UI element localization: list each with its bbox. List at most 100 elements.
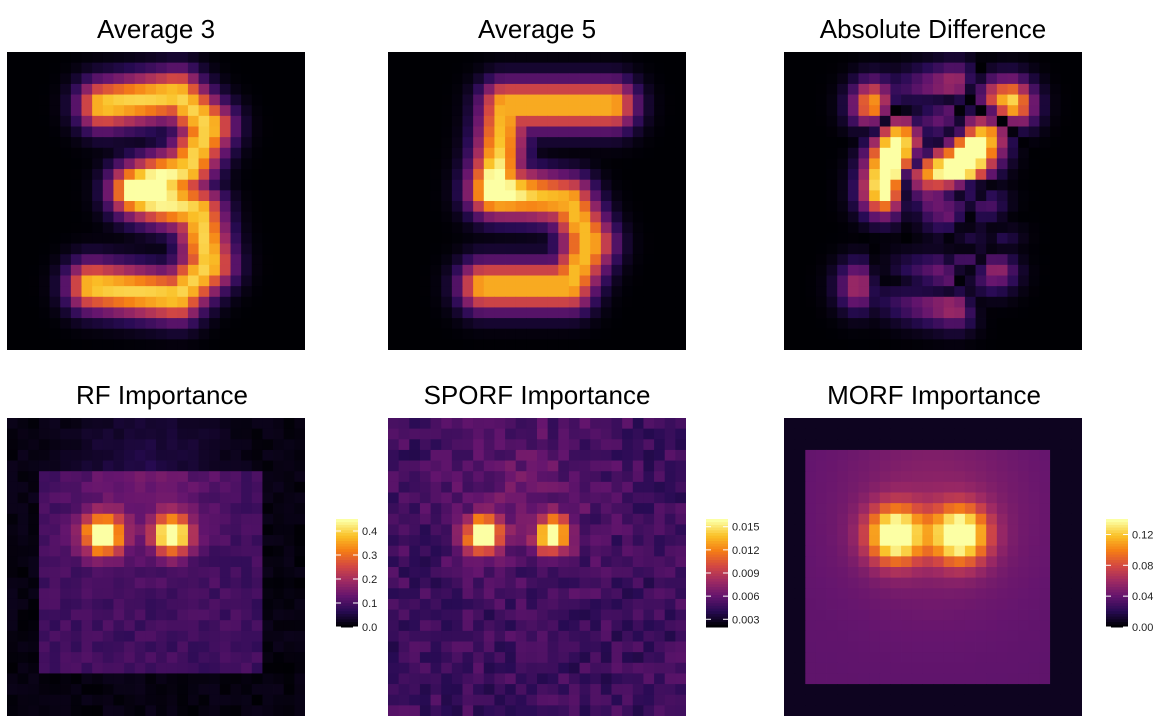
heatmap-cell xyxy=(933,620,945,632)
heatmap-cell xyxy=(28,662,40,674)
heatmap-cell xyxy=(219,158,231,170)
heatmap-cell xyxy=(156,428,168,440)
heatmap-cell xyxy=(17,339,29,350)
heatmap-cell xyxy=(219,460,231,472)
heatmap-cell xyxy=(262,318,274,330)
heatmap-cell xyxy=(826,328,838,340)
heatmap-cell xyxy=(92,620,104,632)
heatmap-cell xyxy=(7,222,19,234)
heatmap-cell xyxy=(826,609,838,621)
heatmap-cell xyxy=(198,169,210,181)
heatmap-cell xyxy=(632,318,644,330)
heatmap-cell xyxy=(60,439,72,451)
heatmap-cell xyxy=(505,339,517,350)
heatmap-cell xyxy=(1007,94,1019,106)
heatmap-cell xyxy=(294,243,305,255)
heatmap-cell xyxy=(294,126,305,138)
heatmap-cell xyxy=(38,694,50,706)
heatmap-cell xyxy=(837,137,849,149)
heatmap-cell xyxy=(1028,598,1040,610)
heatmap-cell xyxy=(837,620,849,632)
heatmap-cell xyxy=(273,222,285,234)
heatmap-cell xyxy=(1039,598,1051,610)
heatmap-cell xyxy=(826,307,838,319)
heatmap-cell xyxy=(558,428,570,440)
heatmap-cell xyxy=(145,545,157,557)
heatmap-cell xyxy=(28,630,40,642)
heatmap-cell xyxy=(70,577,82,589)
heatmap-cell xyxy=(975,545,987,557)
heatmap-cell xyxy=(156,158,168,170)
heatmap-cell xyxy=(145,556,157,568)
heatmap-cell xyxy=(419,275,431,287)
heatmap-cell xyxy=(964,264,976,276)
heatmap-cell xyxy=(283,481,295,493)
heatmap-cell xyxy=(17,513,29,525)
heatmap-cell xyxy=(70,190,82,202)
heatmap-cell xyxy=(847,222,859,234)
heatmap-cell xyxy=(964,460,976,472)
heatmap-cell xyxy=(901,62,913,74)
heatmap-cell xyxy=(70,460,82,472)
heatmap-cell xyxy=(975,222,987,234)
heatmap-cell xyxy=(462,630,474,642)
heatmap-cell xyxy=(558,307,570,319)
heatmap-cell xyxy=(975,286,987,298)
heatmap-cell xyxy=(537,243,549,255)
heatmap-cell xyxy=(505,126,517,138)
heatmap-cell xyxy=(451,418,463,430)
heatmap-cell xyxy=(156,201,168,213)
heatmap-cell xyxy=(1060,94,1072,106)
heatmap-cell xyxy=(70,264,82,276)
heatmap-cell xyxy=(805,535,817,547)
heatmap-cell xyxy=(879,684,891,696)
heatmap-cell xyxy=(515,567,527,579)
heatmap-cell xyxy=(230,577,242,589)
heatmap-cell xyxy=(558,439,570,451)
heatmap-cell xyxy=(890,158,902,170)
heatmap-cell xyxy=(943,158,955,170)
heatmap-cell xyxy=(1018,179,1030,191)
heatmap-cell xyxy=(826,620,838,632)
heatmap-cell xyxy=(241,286,253,298)
heatmap-cell xyxy=(398,222,410,234)
heatmap-cell xyxy=(515,694,527,706)
heatmap-cell xyxy=(1039,535,1051,547)
heatmap-cell xyxy=(784,630,796,642)
heatmap-cell xyxy=(283,428,295,440)
heatmap-cell xyxy=(526,201,538,213)
heatmap-cell xyxy=(964,94,976,106)
heatmap-cell xyxy=(209,481,221,493)
heatmap-cell xyxy=(145,598,157,610)
heatmap-cell xyxy=(837,503,849,515)
heatmap-cell xyxy=(1007,513,1019,525)
heatmap-cell xyxy=(209,705,221,716)
heatmap-cell xyxy=(901,641,913,653)
heatmap-cell xyxy=(515,492,527,504)
heatmap-cell xyxy=(251,94,263,106)
heatmap-cell xyxy=(102,630,114,642)
heatmap-cell xyxy=(187,115,199,127)
heatmap-cell xyxy=(890,83,902,95)
heatmap-cell xyxy=(102,535,114,547)
colorbar-morf: 0.000.040.080.12 xyxy=(1106,519,1153,634)
heatmap-cell xyxy=(294,684,305,696)
colorbar-tick-label: 0.012 xyxy=(732,545,760,557)
heatmap-cell xyxy=(60,449,72,461)
heatmap-cell xyxy=(526,535,538,547)
heatmap-cell xyxy=(911,471,923,483)
heatmap-cell xyxy=(462,243,474,255)
heatmap-cell xyxy=(986,52,998,64)
heatmap-cell xyxy=(145,481,157,493)
heatmap-cell xyxy=(826,318,838,330)
heatmap-cell xyxy=(879,673,891,685)
heatmap-cell xyxy=(858,52,870,64)
heatmap-cell xyxy=(837,275,849,287)
heatmap-cell xyxy=(933,577,945,589)
heatmap-cell xyxy=(113,641,125,653)
heatmap-cell xyxy=(70,339,82,350)
heatmap-cell xyxy=(954,705,966,716)
heatmap-cell xyxy=(283,179,295,191)
heatmap-cell xyxy=(505,115,517,127)
heatmap-cell xyxy=(858,275,870,287)
